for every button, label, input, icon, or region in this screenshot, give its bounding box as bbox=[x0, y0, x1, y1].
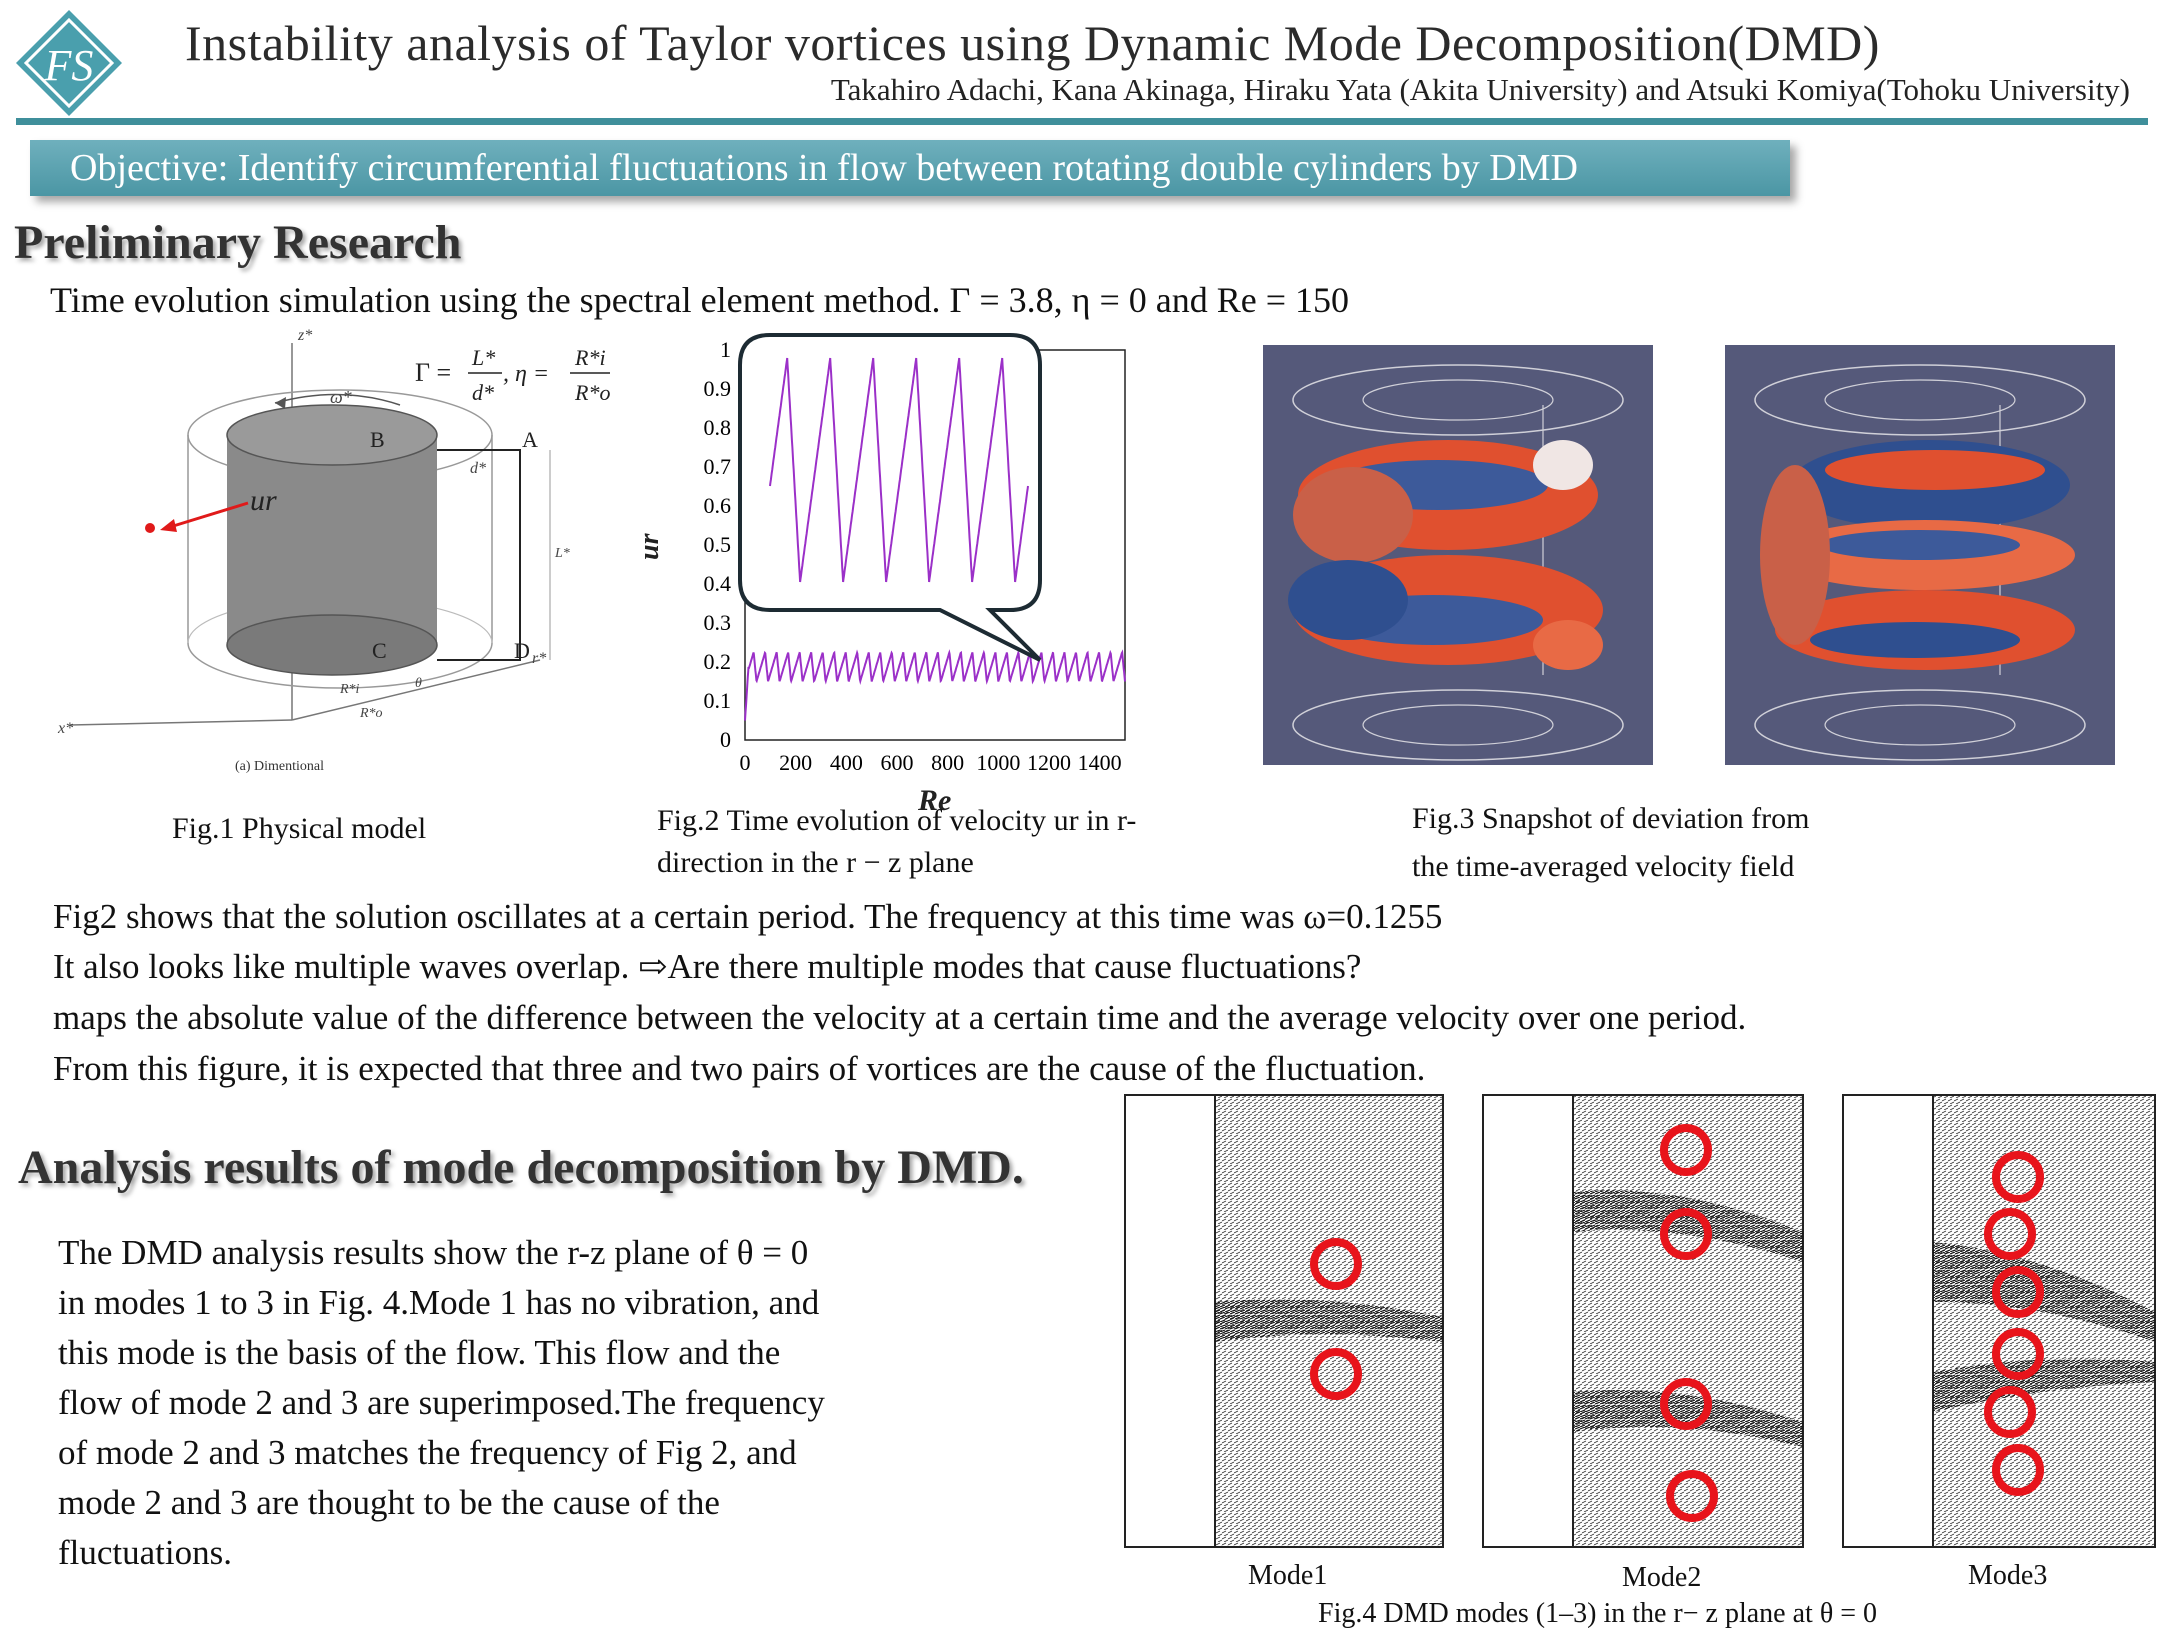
fig1-caption: Fig.1 Physical model bbox=[172, 812, 427, 845]
gap-d-label: d* bbox=[470, 460, 486, 477]
y-tick-label: 0.3 bbox=[704, 610, 732, 635]
analysis-paragraph: The DMD analysis results show the r-z pl… bbox=[58, 1228, 825, 1578]
analysis-line: flow of mode 2 and 3 are superimposed.Th… bbox=[58, 1383, 825, 1422]
fig3-caption-line2: the time-averaged velocity field bbox=[1412, 850, 1795, 883]
analysis-heading: Analysis results of mode decomposition b… bbox=[18, 1141, 1024, 1194]
y-tick-label: 0.2 bbox=[704, 649, 732, 674]
fig1-subcaption: (a) Dimentional bbox=[235, 759, 324, 774]
corner-d-label: D bbox=[514, 638, 530, 663]
fs-logo: FS bbox=[16, 10, 122, 116]
vortex-circle-mode2 bbox=[1660, 1378, 1712, 1430]
discussion-line-3: maps the absolute value of the differenc… bbox=[53, 998, 1747, 1037]
fig2-caption-line2: direction in the r − z plane bbox=[657, 846, 974, 879]
length-l-label: L* bbox=[554, 546, 570, 561]
y-tick-label: 0.8 bbox=[704, 415, 732, 440]
page-title: Instability analysis of Taylor vortices … bbox=[185, 15, 1880, 71]
eq-gamma: Γ = bbox=[415, 358, 451, 387]
fig3-snapshot-right bbox=[1725, 345, 2115, 765]
discussion-line-1: Fig2 shows that the solution oscillates … bbox=[53, 897, 1443, 936]
fig4-dmd-modes: Mode1 Mode2 Mode3 Fig.4 DMD modes (1–3) … bbox=[1124, 1094, 2156, 1628]
x-tick-label: 400 bbox=[830, 750, 863, 775]
vortex-circle-mode3 bbox=[1992, 1444, 2044, 1496]
fig2-caption: Fig.2 Time evolution of velocity ur in r… bbox=[657, 800, 1217, 884]
y-tick-label: 0.6 bbox=[704, 493, 732, 518]
y-tick-label: 1 bbox=[720, 337, 731, 362]
header-divider bbox=[16, 118, 2148, 125]
y-tick-label: 0.5 bbox=[704, 532, 732, 557]
y-tick-label: 0.4 bbox=[704, 571, 732, 596]
fig4-caption: Fig.4 DMD modes (1–3) in the r− z plane … bbox=[1318, 1598, 1877, 1628]
axis-x-label: x* bbox=[57, 720, 73, 737]
fig1-physical-model: z* x* r* ω* B A C D d* L* R*i R*o θ ur Γ… bbox=[57, 327, 610, 774]
analysis-line: in modes 1 to 3 in Fig. 4.Mode 1 has no … bbox=[58, 1283, 820, 1322]
vortex-circle-mode2 bbox=[1660, 1124, 1712, 1176]
vortex-circle-mode3 bbox=[1992, 1328, 2044, 1380]
x-tick-label: 1200 bbox=[1027, 750, 1071, 775]
preliminary-heading: Preliminary Research bbox=[14, 216, 462, 269]
logo-text: FS bbox=[44, 41, 94, 90]
y-tick-label: 0 bbox=[720, 727, 731, 752]
ro-label: R*o bbox=[359, 706, 383, 721]
mode2-label: Mode2 bbox=[1622, 1562, 1701, 1593]
x-axis-label: Re bbox=[917, 784, 951, 817]
y-axis-label: ur bbox=[634, 532, 665, 560]
eq-ri: R*i bbox=[574, 345, 606, 370]
fig3-caption: Fig.3 Snapshot of deviation from the tim… bbox=[1412, 795, 1932, 891]
analysis-line: fluctuations. bbox=[58, 1533, 232, 1572]
fig3-caption-line1: Fig.3 Snapshot of deviation from bbox=[1412, 802, 1810, 835]
discussion-line-4: From this figure, it is expected that th… bbox=[53, 1049, 1426, 1088]
corner-a-label: A bbox=[522, 427, 538, 452]
vortex-circle-mode1 bbox=[1310, 1348, 1362, 1400]
preliminary-intro: Time evolution simulation using the spec… bbox=[50, 280, 1350, 320]
eq-eta: , η = bbox=[503, 361, 549, 387]
x-tick-label: 1000 bbox=[976, 750, 1020, 775]
analysis-line: mode 2 and 3 are thought to be the cause… bbox=[58, 1483, 720, 1522]
corner-b-label: B bbox=[370, 427, 385, 452]
mode1-panel bbox=[1124, 1094, 1444, 1548]
vortex-circle-mode3 bbox=[1992, 1151, 2044, 1203]
signal-line bbox=[744, 649, 1126, 721]
authors-line: Takahiro Adachi, Kana Akinaga, Hiraku Ya… bbox=[830, 72, 2130, 107]
y-tick-label: 0.9 bbox=[704, 376, 732, 401]
inset-signal-line bbox=[769, 357, 1029, 583]
x-tick-label: 600 bbox=[881, 750, 914, 775]
mode3-panel bbox=[1842, 1094, 2156, 1548]
analysis-line: The DMD analysis results show the r-z pl… bbox=[58, 1233, 809, 1272]
analysis-line: of mode 2 and 3 matches the frequency of… bbox=[58, 1433, 797, 1472]
fig2-caption-line1: Fig.2 Time evolution of velocity ur in r… bbox=[657, 804, 1137, 837]
mode3-label: Mode3 bbox=[1968, 1560, 2047, 1591]
y-tick-label: 0.7 bbox=[704, 454, 732, 479]
fig3-snapshot-left bbox=[1263, 345, 1653, 765]
vortex-circle-mode3 bbox=[1984, 1386, 2036, 1438]
x-tick-label: 800 bbox=[931, 750, 964, 775]
corner-c-label: C bbox=[372, 638, 387, 663]
axis-z-label: z* bbox=[297, 327, 312, 344]
vortex-circle-mode3 bbox=[1984, 1208, 2036, 1260]
vortex-circle-mode3 bbox=[1992, 1266, 2044, 1318]
mode2-panel bbox=[1482, 1094, 1804, 1548]
eq-d: d* bbox=[472, 380, 494, 405]
analysis-line: this mode is the basis of the flow. This… bbox=[58, 1333, 781, 1372]
vortex-circle-mode1 bbox=[1310, 1238, 1362, 1290]
fig2-velocity-chart: 0 0.1 0.2 0.3 0.4 0.5 0.6 0.7 0.8 0.9 1 0 200 400 600… bbox=[634, 333, 1126, 817]
x-tick-label: 0 bbox=[740, 750, 751, 775]
axis-r-label: r* bbox=[532, 650, 546, 667]
discussion-line-2: It also looks like multiple waves overla… bbox=[53, 947, 1362, 986]
objective-banner: Objective: Identify circumferential fluc… bbox=[30, 140, 1790, 196]
zoom-callout bbox=[738, 333, 1042, 662]
ri-label: R*i bbox=[339, 682, 360, 697]
y-tick-label: 0.1 bbox=[704, 688, 732, 713]
vortex-circle-mode2 bbox=[1660, 1208, 1712, 1260]
eq-l: L* bbox=[471, 345, 495, 370]
x-tick-label: 1400 bbox=[1078, 750, 1122, 775]
vortex-circle-mode2 bbox=[1666, 1470, 1718, 1522]
ur-label: ur bbox=[250, 484, 277, 517]
mode1-label: Mode1 bbox=[1248, 1560, 1327, 1591]
x-tick-label: 200 bbox=[779, 750, 812, 775]
eq-ro: R*o bbox=[574, 380, 610, 405]
omega-label: ω* bbox=[330, 387, 352, 407]
theta-label: θ bbox=[415, 676, 422, 691]
